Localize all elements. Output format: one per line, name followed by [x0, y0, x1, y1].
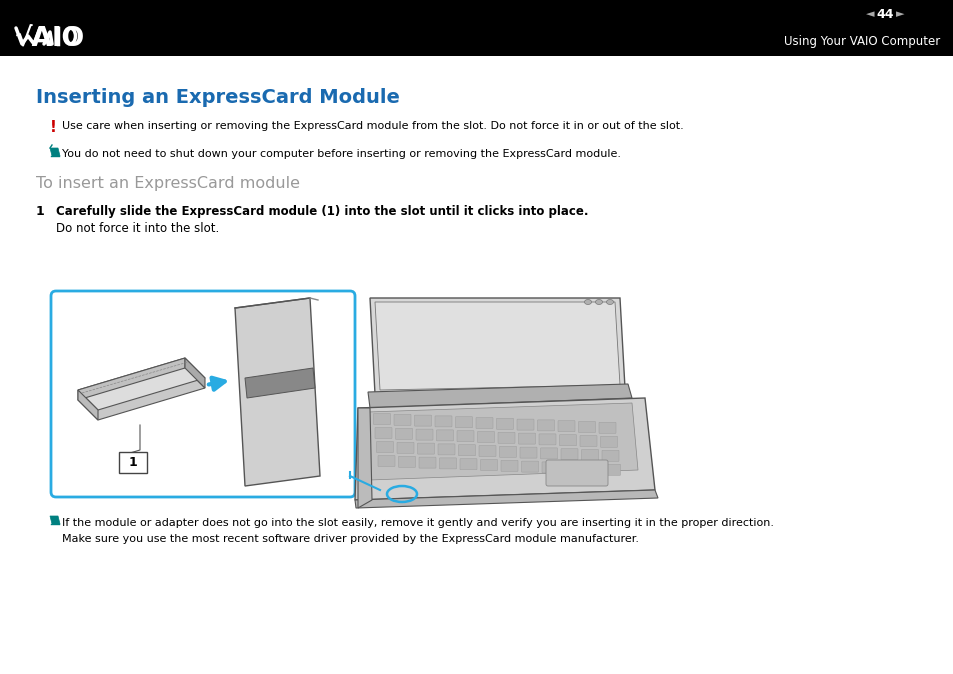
FancyBboxPatch shape [598, 423, 616, 433]
FancyBboxPatch shape [416, 429, 433, 440]
Text: ►: ► [895, 9, 903, 19]
FancyBboxPatch shape [396, 442, 414, 454]
Ellipse shape [584, 299, 591, 305]
Polygon shape [357, 408, 372, 508]
Polygon shape [78, 368, 205, 420]
FancyBboxPatch shape [435, 416, 452, 427]
Text: You do not need to shut down your computer before inserting or removing the Expr: You do not need to shut down your comput… [62, 149, 620, 159]
FancyBboxPatch shape [456, 431, 474, 441]
FancyBboxPatch shape [537, 420, 554, 431]
FancyBboxPatch shape [374, 414, 390, 425]
Text: Make sure you use the most recent software driver provided by the ExpressCard mo: Make sure you use the most recent softwa… [62, 534, 639, 544]
Polygon shape [78, 358, 205, 410]
FancyBboxPatch shape [558, 435, 576, 446]
FancyBboxPatch shape [436, 430, 453, 441]
FancyBboxPatch shape [394, 415, 411, 425]
Text: Inserting an ExpressCard Module: Inserting an ExpressCard Module [36, 88, 399, 107]
FancyBboxPatch shape [458, 445, 475, 456]
Polygon shape [50, 516, 60, 524]
FancyBboxPatch shape [540, 448, 557, 459]
Text: !: ! [50, 120, 57, 135]
FancyBboxPatch shape [521, 461, 537, 472]
Polygon shape [368, 403, 638, 480]
FancyBboxPatch shape [599, 436, 617, 448]
Polygon shape [78, 358, 185, 400]
FancyBboxPatch shape [0, 0, 953, 56]
Text: VAIO: VAIO [14, 27, 77, 51]
FancyBboxPatch shape [437, 444, 455, 455]
FancyBboxPatch shape [119, 452, 147, 473]
Text: 1: 1 [129, 456, 137, 468]
FancyBboxPatch shape [418, 457, 436, 468]
FancyBboxPatch shape [459, 459, 476, 470]
FancyBboxPatch shape [476, 417, 493, 429]
FancyBboxPatch shape [478, 446, 496, 456]
FancyBboxPatch shape [417, 443, 434, 454]
FancyBboxPatch shape [558, 421, 575, 432]
FancyBboxPatch shape [560, 449, 578, 460]
FancyBboxPatch shape [518, 433, 535, 444]
Polygon shape [78, 390, 98, 420]
Polygon shape [355, 398, 655, 500]
FancyBboxPatch shape [601, 450, 618, 461]
FancyBboxPatch shape [541, 462, 558, 473]
FancyBboxPatch shape [395, 428, 412, 439]
Text: Carefully slide the ExpressCard module (1) into the slot until it clicks into pl: Carefully slide the ExpressCard module (… [56, 205, 588, 218]
Polygon shape [234, 298, 319, 486]
FancyBboxPatch shape [582, 464, 599, 474]
FancyBboxPatch shape [375, 427, 392, 439]
FancyBboxPatch shape [579, 435, 597, 446]
Text: Use care when inserting or removing the ExpressCard module from the slot. Do not: Use care when inserting or removing the … [62, 121, 683, 131]
Ellipse shape [595, 299, 602, 305]
Text: To insert an ExpressCard module: To insert an ExpressCard module [36, 176, 299, 191]
FancyBboxPatch shape [517, 419, 534, 430]
FancyBboxPatch shape [545, 460, 607, 486]
FancyBboxPatch shape [499, 446, 516, 457]
FancyBboxPatch shape [578, 421, 595, 433]
FancyBboxPatch shape [500, 460, 517, 471]
FancyBboxPatch shape [603, 464, 619, 475]
Text: 44: 44 [876, 7, 893, 20]
Text: ◄: ◄ [864, 9, 873, 19]
FancyBboxPatch shape [497, 432, 515, 443]
Polygon shape [245, 368, 314, 398]
FancyBboxPatch shape [439, 458, 456, 469]
FancyBboxPatch shape [477, 431, 494, 443]
Text: Using Your VAIO Computer: Using Your VAIO Computer [783, 36, 939, 49]
FancyBboxPatch shape [398, 456, 416, 467]
FancyBboxPatch shape [519, 447, 537, 458]
FancyBboxPatch shape [480, 460, 497, 470]
Text: 1: 1 [36, 205, 45, 218]
FancyBboxPatch shape [538, 434, 556, 445]
FancyBboxPatch shape [581, 450, 598, 460]
FancyBboxPatch shape [51, 291, 355, 497]
Polygon shape [368, 384, 631, 408]
Text: If the module or adapter does not go into the slot easily, remove it gently and : If the module or adapter does not go int… [62, 518, 773, 528]
FancyBboxPatch shape [376, 441, 393, 452]
Polygon shape [355, 490, 658, 508]
Text: √AIO: √AIO [14, 27, 84, 53]
FancyBboxPatch shape [455, 417, 472, 428]
Polygon shape [375, 302, 619, 390]
FancyBboxPatch shape [496, 419, 513, 429]
Polygon shape [50, 148, 60, 156]
FancyBboxPatch shape [414, 415, 431, 426]
FancyBboxPatch shape [562, 462, 578, 474]
FancyBboxPatch shape [377, 456, 395, 466]
Text: Do not force it into the slot.: Do not force it into the slot. [56, 222, 219, 235]
Polygon shape [185, 358, 205, 388]
Polygon shape [370, 298, 624, 394]
Ellipse shape [606, 299, 613, 305]
